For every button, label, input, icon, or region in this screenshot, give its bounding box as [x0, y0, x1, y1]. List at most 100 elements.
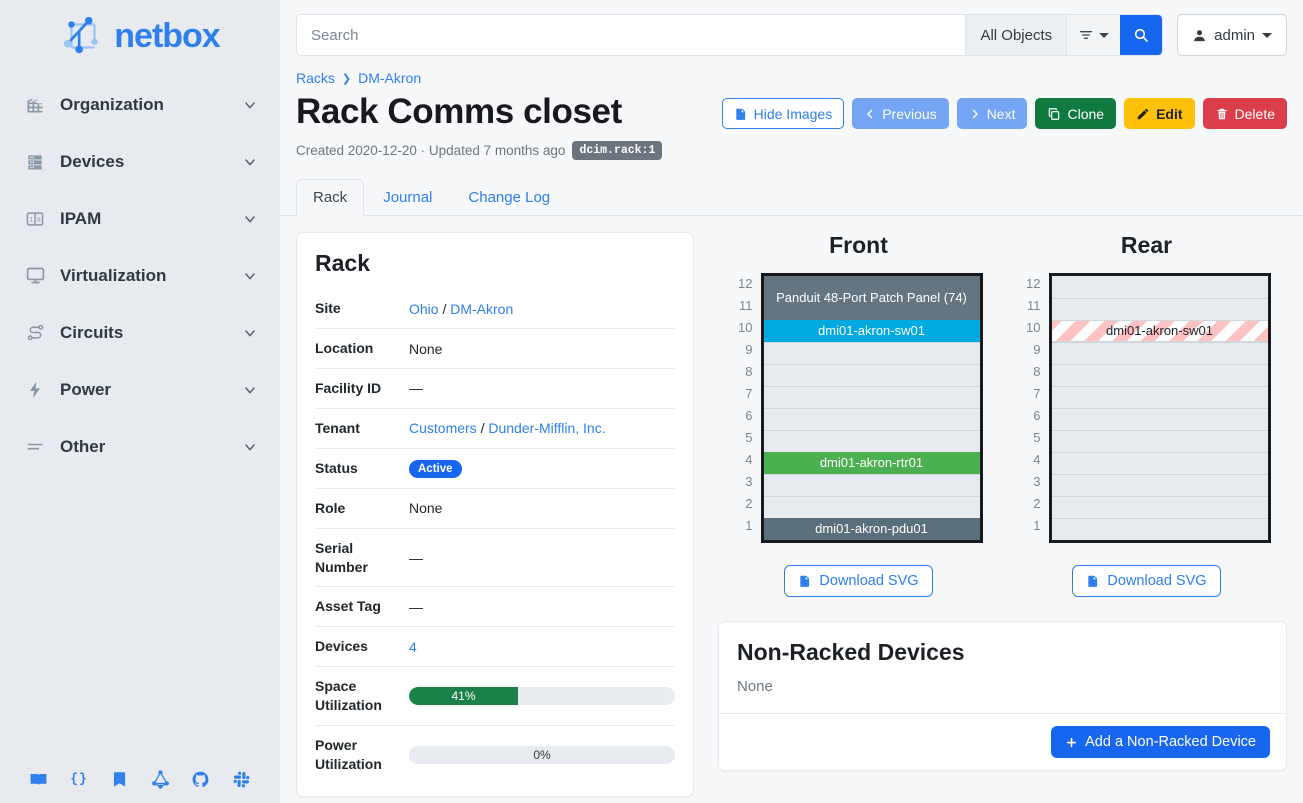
chevron-down-icon	[245, 272, 255, 279]
next-button[interactable]: Next	[956, 98, 1028, 129]
rack-slot-empty[interactable]	[763, 496, 980, 518]
unit-number: 7	[1033, 386, 1041, 402]
rack-slot-empty[interactable]	[1051, 430, 1268, 452]
search-submit-button[interactable]	[1120, 15, 1163, 55]
github-icon[interactable]	[191, 770, 210, 789]
sidebar-item-virtualization[interactable]: Virtualization	[0, 247, 280, 304]
sidebar-item-other[interactable]: Other	[0, 418, 280, 475]
graphql-icon[interactable]	[151, 769, 170, 789]
rack-elevations: Front 12 11 10 9 8 7 6 5 4 3 2 1 Panduit 48-Port Pa…	[718, 232, 1287, 598]
sidebar-item-ipam[interactable]: 1 8 IPAM	[0, 190, 280, 247]
previous-button[interactable]: Previous	[852, 98, 949, 129]
site-region-link[interactable]: Ohio	[409, 300, 439, 317]
main-area: All Objects admin Racks ❯ D	[280, 0, 1303, 803]
elevation-title-front: Front	[829, 232, 888, 259]
rack-slot-empty[interactable]	[1051, 386, 1268, 408]
search-scope-dropdown[interactable]: All Objects	[965, 15, 1067, 55]
row-label-devices: Devices	[315, 626, 409, 667]
edit-button[interactable]: Edit	[1124, 98, 1195, 129]
rack-slot-empty[interactable]	[763, 364, 980, 386]
rack-device[interactable]: dmi01-akron-sw01	[1051, 320, 1268, 343]
row-label-power-utilization: Power Utilization	[315, 725, 409, 784]
rack-slot-empty[interactable]	[763, 408, 980, 430]
devices-count-link[interactable]: 4	[409, 638, 417, 655]
docs-book-icon[interactable]	[29, 770, 48, 789]
add-non-racked-device-button[interactable]: Add a Non-Racked Device	[1051, 726, 1270, 759]
chevron-down-icon	[245, 443, 255, 450]
user-icon	[1194, 29, 1205, 41]
download-svg-button-front[interactable]: Download SVG	[784, 565, 933, 598]
rack-slot-empty[interactable]	[1051, 518, 1268, 540]
unit-number: 2	[745, 496, 753, 512]
table-row: Devices 4	[315, 626, 675, 667]
table-row: Space Utilization 41%	[315, 666, 675, 726]
next-label: Next	[986, 105, 1016, 122]
netbox-logo-icon	[64, 16, 99, 54]
rack-properties-table: Site Ohio / DM-Akron Location None	[315, 289, 675, 784]
chevron-down-icon	[245, 386, 255, 393]
tenant-link[interactable]: Dunder-Mifflin, Inc.	[488, 420, 606, 437]
unit-number: 9	[1033, 342, 1041, 358]
sidebar-item-devices[interactable]: Devices	[0, 133, 280, 190]
tab-rack[interactable]: Rack	[296, 179, 365, 217]
page-actions: Hide Images Previous Next Clone	[721, 92, 1287, 129]
sidebar-item-circuits[interactable]: Circuits	[0, 304, 280, 361]
table-row: Location None	[315, 328, 675, 369]
status-badge: Active	[409, 459, 462, 478]
sidebar-item-label: Other	[60, 436, 106, 456]
chevron-down-icon	[1099, 33, 1110, 38]
breadcrumb-item-racks[interactable]: Racks	[296, 70, 335, 86]
sidebar-item-label: Organization	[60, 94, 164, 114]
rack-slot-empty[interactable]	[1051, 408, 1268, 430]
user-menu-button[interactable]: admin	[1177, 14, 1287, 56]
brand-logo-area[interactable]: netbox	[0, 0, 280, 66]
tab-change-log[interactable]: Change Log	[468, 189, 551, 207]
rack-slot-empty[interactable]	[1051, 496, 1268, 518]
download-svg-label-front: Download SVG	[819, 573, 919, 590]
previous-label: Previous	[882, 105, 937, 122]
site-link[interactable]: DM-Akron	[450, 300, 514, 317]
row-value-asset-tag: —	[409, 586, 675, 627]
rack-slot-empty[interactable]	[1051, 474, 1268, 496]
tab-journal[interactable]: Journal	[383, 189, 433, 207]
bookmark-book-icon[interactable]	[110, 770, 129, 789]
rack-elevation-rear: Rear 12 11 10 9 8 7 6 5 4 3 2 1 dmi01-akron-sw01 Do…	[1023, 232, 1271, 598]
unit-number: 3	[745, 474, 753, 490]
rack-slot-empty[interactable]	[763, 342, 980, 364]
rack-slot-empty[interactable]	[1051, 364, 1268, 386]
copy-icon	[1049, 107, 1060, 120]
rack-slot-empty[interactable]	[763, 430, 980, 452]
chevron-right-icon	[972, 109, 978, 118]
rack-slot-empty[interactable]	[763, 474, 980, 496]
rack-slot-empty[interactable]	[763, 386, 980, 408]
rack-slot-empty[interactable]	[1052, 276, 1268, 298]
unit-number: 3	[1033, 474, 1041, 490]
rack-slot-empty[interactable]	[1051, 298, 1268, 320]
delete-button[interactable]: Delete	[1202, 98, 1287, 129]
svg-text:8: 8	[37, 216, 41, 223]
api-braces-icon[interactable]	[69, 770, 88, 789]
row-value-power-utilization: 0%	[409, 725, 675, 784]
row-label-space-utilization: Space Utilization	[315, 666, 409, 726]
rack-device[interactable]: dmi01-akron-pdu01	[763, 518, 980, 541]
chevron-down-icon	[245, 158, 255, 165]
slack-icon[interactable]	[232, 770, 251, 789]
sidebar-item-organization[interactable]: Organization	[0, 76, 280, 133]
hide-images-button[interactable]: Hide Images	[721, 98, 845, 129]
sidebar-item-power[interactable]: Power	[0, 361, 280, 418]
filter-icon	[1080, 30, 1093, 39]
table-row: Serial Number —	[315, 527, 675, 587]
clone-button[interactable]: Clone	[1035, 98, 1117, 129]
breadcrumb-item-dm-akron[interactable]: DM-Akron	[358, 70, 422, 86]
rack-slot-empty[interactable]	[1051, 342, 1268, 364]
search-filter-dropdown[interactable]	[1066, 15, 1121, 55]
tenant-group-link[interactable]: Customers	[409, 420, 477, 437]
rack-device[interactable]: Panduit 48-Port Patch Panel (74)	[763, 276, 980, 321]
search-input[interactable]	[297, 15, 966, 55]
sidebar-item-label: Devices	[60, 151, 125, 171]
rack-device[interactable]: dmi01-akron-rtr01	[763, 452, 980, 475]
lightning-bolt-icon	[24, 379, 46, 401]
rack-device[interactable]: dmi01-akron-sw01	[763, 320, 980, 343]
rack-slot-empty[interactable]	[1051, 452, 1268, 474]
download-svg-button-rear[interactable]: Download SVG	[1072, 565, 1221, 598]
